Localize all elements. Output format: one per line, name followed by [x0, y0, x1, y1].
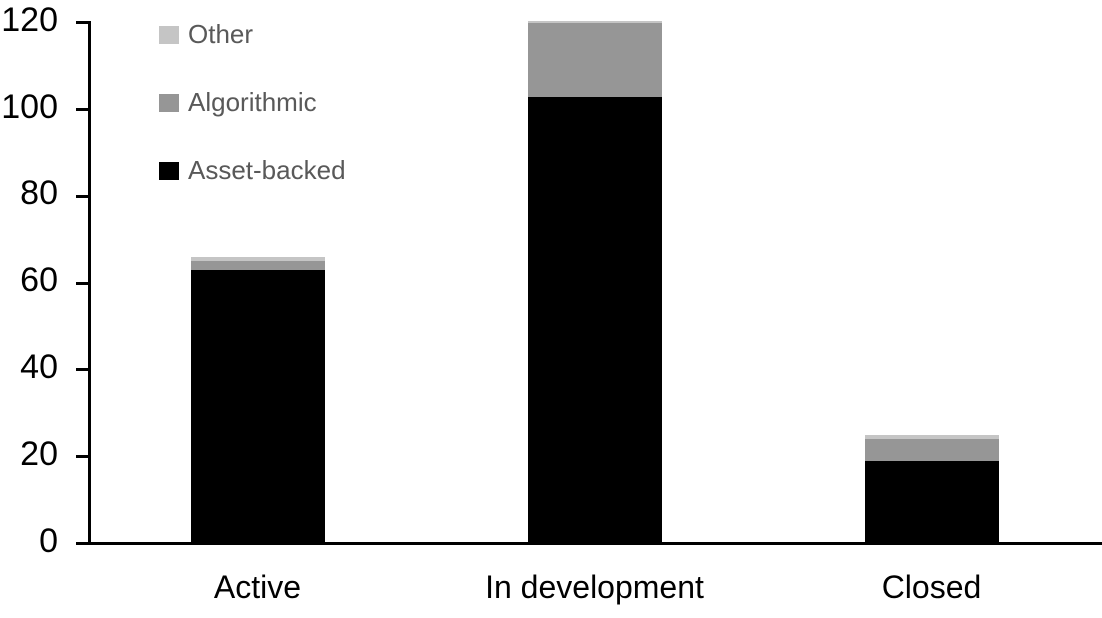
x-axis-category-label-closed: Closed — [881, 569, 982, 605]
bar-segment-algorithmic-in-development — [527, 22, 662, 97]
legend-item-other: Other — [159, 19, 254, 49]
bar-segment-algorithmic-active — [190, 261, 325, 271]
y-axis-tick-label-60: 60 — [20, 261, 58, 300]
y-axis-tick-100 — [76, 108, 89, 112]
y-axis-tick-label-120: 120 — [1, 0, 58, 39]
legend-label-algorithmic: Algorithmic — [188, 87, 317, 117]
legend-label-asset-backed: Asset-backed — [188, 155, 346, 185]
y-axis-tick-label-0: 0 — [39, 521, 58, 560]
y-axis-line — [87, 21, 91, 545]
legend-item-asset-backed: Asset-backed — [159, 155, 346, 185]
bar-segment-asset-backed-active — [190, 270, 325, 544]
x-axis-line — [76, 542, 1102, 545]
bar-segment-other-in-development — [527, 20, 662, 23]
y-axis-tick-120 — [76, 21, 89, 25]
legend-swatch-algorithmic — [159, 93, 179, 112]
y-axis-tick-label-100: 100 — [1, 87, 58, 126]
y-axis-tick-80 — [76, 194, 89, 198]
y-axis-tick-label-20: 20 — [20, 434, 58, 473]
y-axis-tick-60 — [76, 281, 89, 285]
bar-segment-other-closed — [864, 435, 999, 440]
bar-segment-asset-backed-in-development — [527, 96, 662, 544]
x-axis-category-label-in-development: In development — [485, 569, 704, 605]
y-axis-tick-20 — [76, 455, 89, 459]
legend-swatch-asset-backed — [159, 161, 179, 180]
bar-segment-asset-backed-closed — [864, 461, 999, 544]
y-axis-tick-40 — [76, 368, 89, 372]
y-axis-tick-label-80: 80 — [20, 174, 58, 213]
y-axis-tick-label-40: 40 — [20, 347, 58, 386]
bar-segment-algorithmic-closed — [864, 439, 999, 462]
legend-label-other: Other — [188, 19, 254, 49]
x-axis-category-label-active: Active — [213, 569, 302, 605]
legend-item-algorithmic: Algorithmic — [159, 87, 317, 117]
bar-segment-other-active — [190, 257, 325, 262]
legend-swatch-other — [159, 25, 179, 44]
